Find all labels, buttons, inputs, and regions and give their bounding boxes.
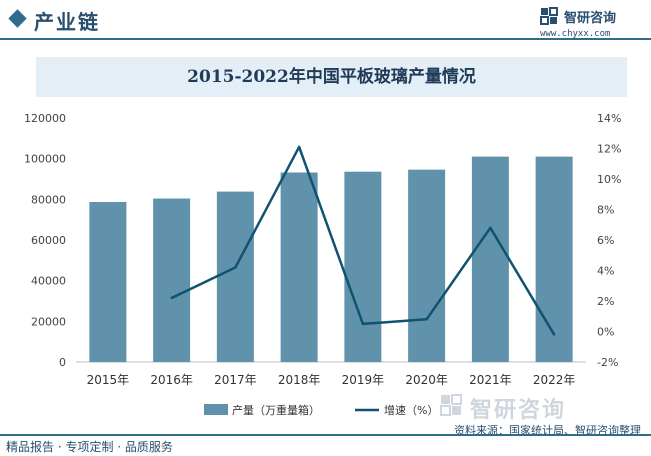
chart-title-band: 2015-2022年中国平板玻璃产量情况 — [36, 57, 627, 97]
footer-divider — [0, 434, 651, 436]
y-right-tick-label: 10% — [597, 173, 621, 186]
line-point — [234, 266, 237, 269]
x-tick-label: 2017年 — [214, 373, 257, 387]
footer-tagline: 精品报告 · 专项定制 · 品质服务 — [6, 440, 173, 454]
logo-name: 智研咨询 — [564, 11, 617, 26]
section-title: 产业链 — [34, 10, 100, 34]
line-point — [425, 318, 428, 321]
line-point — [489, 226, 492, 229]
chart-title: 2015-2022年中国平板玻璃产量情况 — [187, 67, 476, 87]
bar — [471, 156, 509, 362]
line-point — [170, 296, 173, 300]
y-right-tick-label: 6% — [597, 234, 614, 247]
bar — [408, 169, 446, 362]
source-note: 资料来源：国家统计局、智研咨询整理 — [454, 424, 641, 437]
line-point — [297, 145, 301, 149]
x-tick-label: 2016年 — [150, 373, 193, 387]
header: 产业链 智研咨询 www.chyxx.com — [0, 0, 651, 40]
y-left-tick-label: 40000 — [31, 275, 66, 288]
brand-logo: 智研咨询 www.chyxx.com — [540, 7, 635, 41]
bar — [153, 198, 191, 362]
bar — [89, 201, 127, 362]
x-tick-label: 2021年 — [469, 373, 512, 387]
y-left-tick-label: 80000 — [31, 193, 66, 206]
y-right-tick-label: 4% — [597, 265, 614, 278]
y-right-tick-label: 0% — [597, 326, 614, 339]
bar — [280, 172, 318, 362]
legend-bar-label: 产量（万重量箱） — [232, 403, 320, 417]
y-right-tick-label: 8% — [597, 204, 614, 217]
x-tick-label: 2019年 — [342, 373, 385, 387]
bar — [344, 171, 382, 362]
bar — [535, 156, 573, 362]
legend-line-label: 增速（%） — [384, 403, 438, 417]
x-tick-label: 2018年 — [278, 373, 321, 387]
header-divider — [0, 38, 651, 40]
y-right-tick-label: -2% — [597, 356, 618, 369]
y-right-tick-label: 14% — [597, 112, 621, 125]
line-point — [552, 333, 556, 336]
y-left-tick-label: 60000 — [31, 234, 66, 247]
y-left-tick-label: 20000 — [31, 315, 66, 328]
watermark-logo-icon — [440, 394, 462, 416]
x-tick-label: 2020年 — [405, 373, 448, 387]
y-right-tick-label: 2% — [597, 295, 614, 308]
watermark-text: 智研咨询 — [470, 398, 567, 423]
logo-url: www.chyxx.com — [540, 29, 611, 39]
y-left-tick-label: 100000 — [24, 153, 66, 166]
y-right-tick-label: 12% — [597, 143, 621, 156]
bar — [216, 191, 254, 362]
line-point — [361, 322, 365, 326]
legend-bar-swatch — [204, 404, 228, 415]
x-tick-label: 2015年 — [87, 373, 130, 387]
y-left-tick-label: 120000 — [24, 112, 66, 125]
logo-mark-icon — [540, 7, 558, 25]
x-tick-label: 2022年 — [533, 373, 576, 387]
y-left-tick-label: 0 — [59, 356, 66, 369]
